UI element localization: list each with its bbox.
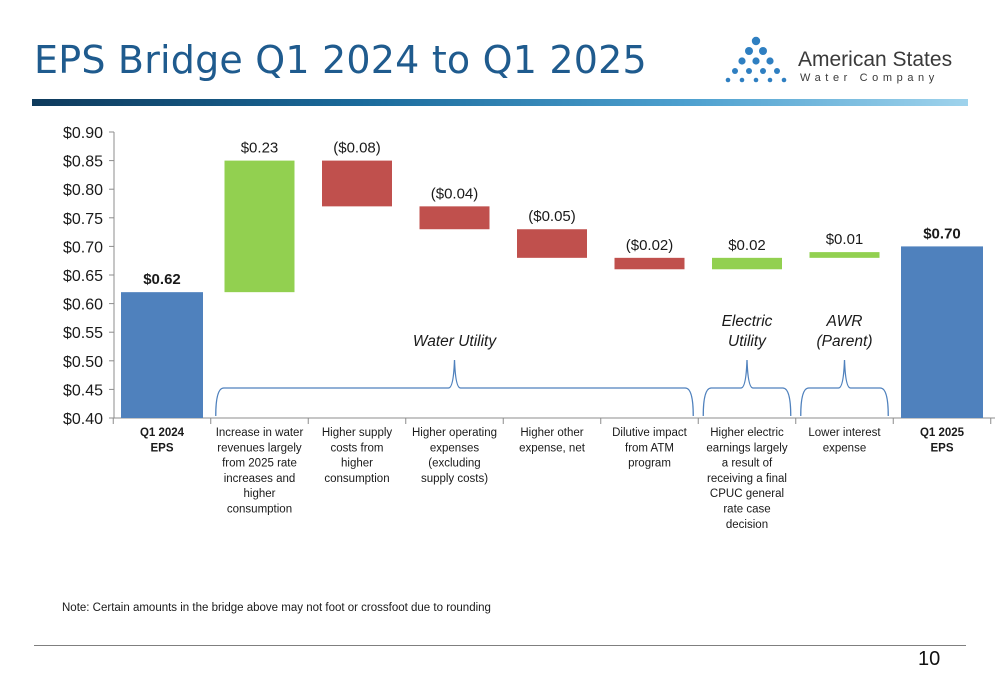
logo-dot	[725, 77, 731, 83]
logo-dot	[752, 57, 760, 65]
logo-dot	[732, 68, 738, 74]
x-category-label: Higher other expense, net	[519, 427, 586, 454]
group-label: Water Utility	[413, 333, 498, 350]
water-drops-logo-icon	[725, 36, 787, 83]
waterfall-bar	[901, 246, 983, 418]
logo-dot	[751, 36, 761, 46]
logo-dot	[753, 77, 759, 83]
bar-data-label: ($0.05)	[528, 208, 576, 225]
y-tick-label: $0.90	[63, 125, 103, 142]
waterfall-bar	[517, 229, 587, 258]
logo-dot	[760, 68, 766, 74]
x-category-label: Increase in water revenues largely from 20…	[216, 427, 304, 516]
y-tick-label: $0.50	[63, 354, 103, 371]
x-category-label: Higher supply costs from higher consumption	[322, 427, 393, 485]
bar-data-label: $0.01	[826, 231, 864, 248]
eps-bridge-chart: $0.40 $0.45 $0.50 $0.55 $0.60 $0.65 $0.70 $0.75…	[63, 125, 995, 531]
waterfall-bar	[224, 160, 295, 293]
logo-company-name: American States	[798, 48, 953, 71]
x-category-label: Lower interest expense	[808, 427, 881, 454]
x-category-label: Dilutive impact from ATM program	[612, 427, 688, 470]
y-tick-label: $0.80	[63, 182, 103, 199]
group-brace	[702, 359, 792, 417]
y-tick-label: $0.65	[63, 268, 103, 285]
waterfall-bar	[614, 257, 685, 270]
bar-data-label: ($0.02)	[626, 237, 674, 254]
x-category-label: Q1 2024 EPS	[140, 427, 185, 454]
bar-data-label: ($0.04)	[431, 185, 479, 202]
logo-dot	[745, 47, 753, 55]
logo-dot	[738, 57, 746, 65]
bar-data-label: $0.62	[143, 271, 181, 288]
waterfall-bar	[322, 160, 392, 207]
logo-dot	[766, 57, 774, 65]
logo-dot	[746, 68, 752, 74]
waterfall-bar	[121, 292, 203, 418]
logo-company-subtitle: Water Company	[800, 72, 939, 84]
page-number: 10	[918, 648, 941, 670]
y-tick-label: $0.55	[63, 325, 103, 342]
waterfall-bar	[419, 206, 490, 230]
logo-dot	[759, 47, 767, 55]
waterfall-bar	[712, 257, 782, 270]
footnote: Note: Certain amounts in the bridge abov…	[62, 602, 491, 614]
title-divider	[32, 99, 968, 106]
waterfall-bar	[809, 252, 880, 258]
y-tick-label: $0.70	[63, 239, 103, 256]
page-title: EPS Bridge Q1 2024 to Q1 2025	[34, 38, 647, 82]
footer-divider	[34, 645, 966, 646]
bar-data-label: $0.02	[728, 237, 766, 254]
bar-data-label: ($0.08)	[333, 140, 381, 157]
logo-dot	[781, 77, 787, 83]
y-tick-label: $0.45	[63, 382, 103, 399]
logo-dot	[739, 77, 745, 83]
x-category-label: Q1 2025 EPS	[920, 427, 965, 454]
x-category-label: Higher operating expenses (excluding supply…	[412, 427, 497, 485]
y-tick-label: $0.40	[63, 411, 103, 428]
y-tick-label: $0.85	[63, 154, 103, 171]
logo-dot	[774, 68, 780, 74]
bar-data-label: $0.23	[241, 140, 279, 157]
bar-data-label: $0.70	[923, 225, 961, 242]
y-tick-label: $0.75	[63, 211, 103, 228]
group-label: Electric Utility	[722, 313, 773, 350]
y-tick-label: $0.60	[63, 297, 103, 314]
logo-dot	[767, 77, 773, 83]
company-logo: American States Water Company	[720, 34, 980, 90]
group-label: AWR (Parent)	[817, 313, 873, 350]
group-brace	[800, 359, 889, 417]
group-brace	[215, 359, 694, 417]
x-category-label: Higher electric earnings largely a result …	[706, 427, 787, 531]
